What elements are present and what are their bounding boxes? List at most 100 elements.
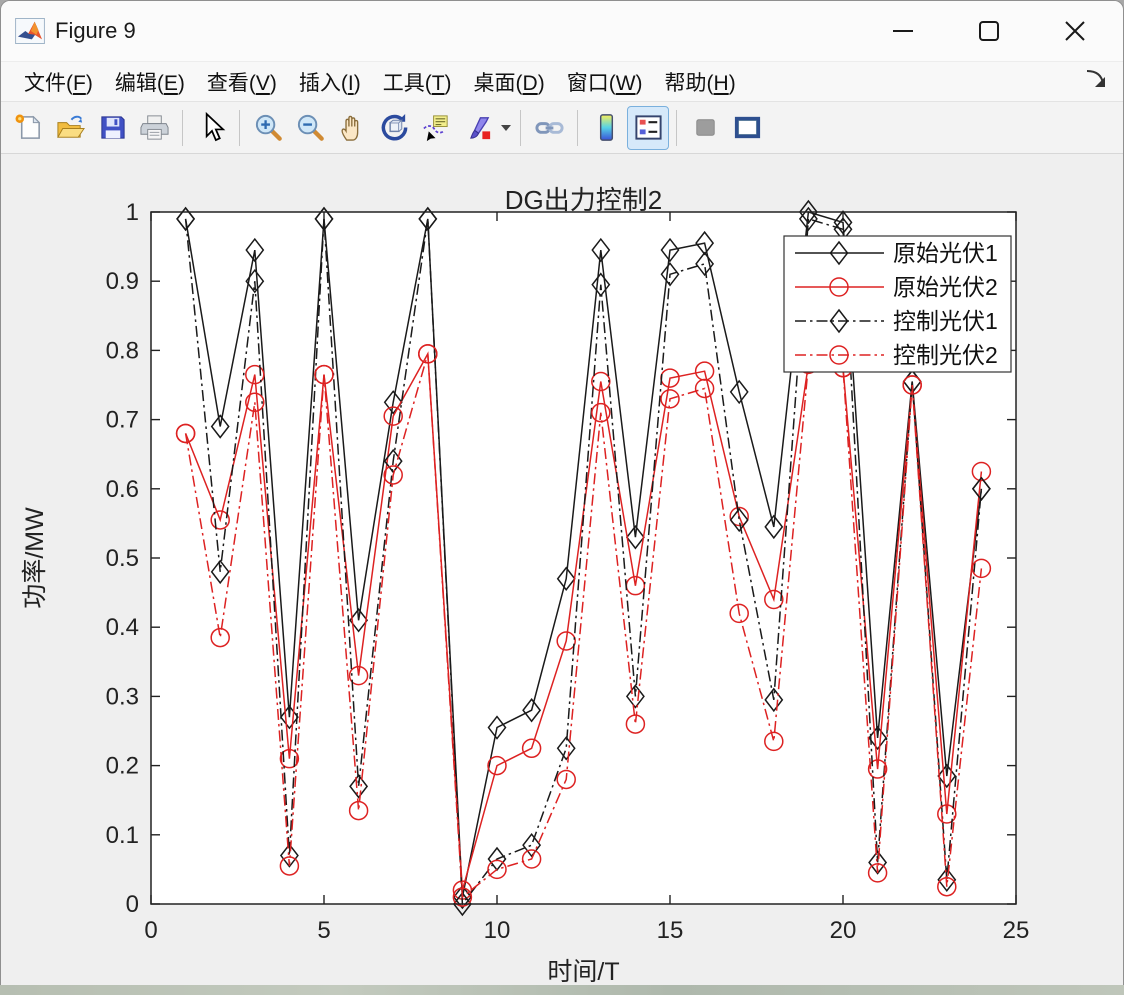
link-plot-button[interactable] <box>528 106 570 150</box>
close-button[interactable] <box>1049 9 1101 53</box>
plotedit-button <box>684 106 726 150</box>
insert-legend-button[interactable] <box>627 105 669 150</box>
series-1-marker <box>383 406 403 426</box>
axes-box <box>150 211 1017 905</box>
series-0-marker <box>660 237 680 263</box>
pan-hand-button[interactable] <box>331 106 373 150</box>
menu-bar: 文件(F) 编辑(E) 查看(V) 插入(I) 工具(T) 桌面(D) 窗口(W) 帮助(H) <box>1 62 1123 102</box>
series-2-marker <box>279 843 299 868</box>
rotate-3d-button[interactable] <box>373 106 415 150</box>
series-2-marker <box>764 687 784 713</box>
legend-entry-0: 原始光伏1 <box>795 240 998 266</box>
x-tick-label: 10 <box>484 917 511 944</box>
series-2-marker <box>695 251 715 277</box>
brush-button[interactable] <box>457 106 499 150</box>
zoom-out-button[interactable] <box>289 106 331 150</box>
legend-entry-1: 原始光伏2 <box>795 274 998 300</box>
window-controls <box>877 9 1101 53</box>
series-3-marker <box>625 714 646 734</box>
save-button[interactable] <box>91 106 133 150</box>
series-1-marker <box>867 759 888 779</box>
series-2-marker <box>418 206 438 232</box>
plotedit-icon <box>695 119 715 136</box>
dock-arrow-icon[interactable] <box>1079 66 1123 98</box>
y-tick-label: 0.4 <box>106 614 139 641</box>
menu-item-t[interactable]: 工具(T) <box>382 71 452 95</box>
toolbar-separator <box>577 109 578 146</box>
y-tick-label: 0.9 <box>106 268 139 295</box>
y-tick-label: 1 <box>126 199 139 226</box>
series-3-marker <box>971 558 992 579</box>
zoom-in-button[interactable] <box>247 106 289 150</box>
data-cursor-button[interactable] <box>415 106 457 150</box>
link-plot-icon <box>534 122 564 134</box>
insert-legend-icon <box>634 115 662 140</box>
insert-colorbar-button[interactable] <box>585 106 627 150</box>
menu-item-v[interactable]: 查看(V) <box>206 71 277 95</box>
series-1-marker <box>729 506 749 527</box>
series-0-marker <box>279 704 299 730</box>
series-3-marker <box>175 423 196 444</box>
series-1-marker <box>591 371 611 392</box>
y-tick-label: 0.5 <box>106 545 139 572</box>
menu-item-w[interactable]: 窗口(W) <box>566 71 643 95</box>
x-tick-label: 15 <box>657 917 684 944</box>
menu-item-e[interactable]: 编辑(E) <box>114 71 185 95</box>
series-2-marker <box>660 262 680 287</box>
legend-label: 原始光伏1 <box>893 240 998 266</box>
menu-item-h[interactable]: 帮助(H) <box>664 71 736 95</box>
series-0-marker <box>383 390 403 415</box>
series-3-marker <box>383 465 403 485</box>
series-0-marker <box>798 199 818 225</box>
maximize-button[interactable] <box>963 9 1015 53</box>
dock-figure-button[interactable] <box>726 106 768 150</box>
brush-dropdown-caret[interactable] <box>499 106 513 150</box>
series-3-marker <box>660 389 680 409</box>
series-0-marker <box>833 210 853 235</box>
series-1-marker <box>348 665 369 686</box>
series-2-marker <box>210 559 230 585</box>
legend-label: 控制光伏2 <box>893 342 998 368</box>
legend[interactable]: 原始光伏1 原始光伏2 控制光伏1 控制光伏2 <box>783 235 1012 373</box>
legend-entry-3: 控制光伏2 <box>795 342 998 368</box>
series-1-marker <box>764 589 784 610</box>
series-1-marker <box>937 804 957 824</box>
open-file-button[interactable] <box>49 106 91 150</box>
series-0-marker <box>764 514 784 540</box>
legend-marker-sample <box>829 240 849 266</box>
dock-figure-icon <box>734 116 760 139</box>
legend-label: 控制光伏1 <box>893 308 998 334</box>
series-0-marker <box>487 715 507 740</box>
chart-title: DG出力控制2 <box>504 185 663 215</box>
brush-icon <box>469 117 490 140</box>
menu-item-f[interactable]: 文件(F) <box>24 71 93 95</box>
series-2-marker <box>176 206 196 232</box>
series-0-marker <box>695 230 715 256</box>
series-3-marker <box>591 402 611 423</box>
figure-canvas: 0 5 10 15 20 25 0 0.1 0.2 0.3 0.4 0.5 0.6 0.7 0.8 0.9 1 原… <box>1 154 1123 985</box>
series-0-marker <box>729 379 749 405</box>
series-1-marker <box>245 364 265 385</box>
cursor-arrow-button[interactable] <box>190 106 232 150</box>
legend-entry-2: 控制光伏1 <box>795 308 998 334</box>
y-tick-label: 0.3 <box>106 683 139 710</box>
legend-marker-sample <box>829 308 849 334</box>
series-3-marker <box>764 731 784 752</box>
series-3-marker <box>245 392 265 413</box>
x-tick-label: 5 <box>317 917 330 944</box>
menu-item-d[interactable]: 桌面(D) <box>473 71 545 95</box>
series-2-marker <box>452 891 472 917</box>
pan-hand-icon <box>340 115 358 141</box>
menu-item-i[interactable]: 插入(I) <box>298 71 361 95</box>
series-3-marker <box>279 856 300 876</box>
series-2-marker <box>798 206 818 232</box>
series-1-marker <box>971 461 992 482</box>
toolbar-separator <box>676 109 677 146</box>
print-button[interactable] <box>133 106 175 150</box>
minimize-button[interactable] <box>877 9 929 53</box>
x-tick-label: 20 <box>830 917 857 944</box>
series-0-marker <box>556 566 576 591</box>
series-0-marker <box>210 414 230 439</box>
new-figure-button[interactable] <box>7 106 49 150</box>
